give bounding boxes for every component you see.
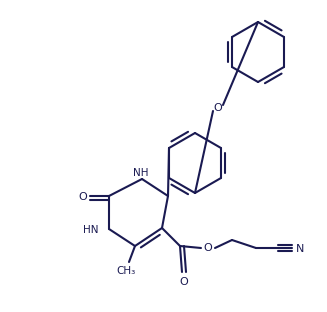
Text: CH₃: CH₃	[116, 266, 136, 276]
Text: N: N	[296, 244, 304, 254]
Text: O: O	[214, 103, 222, 113]
Text: HN: HN	[83, 225, 99, 235]
Text: NH: NH	[133, 168, 149, 178]
Text: O: O	[78, 192, 87, 202]
Text: O: O	[180, 277, 188, 287]
Text: O: O	[204, 243, 212, 253]
